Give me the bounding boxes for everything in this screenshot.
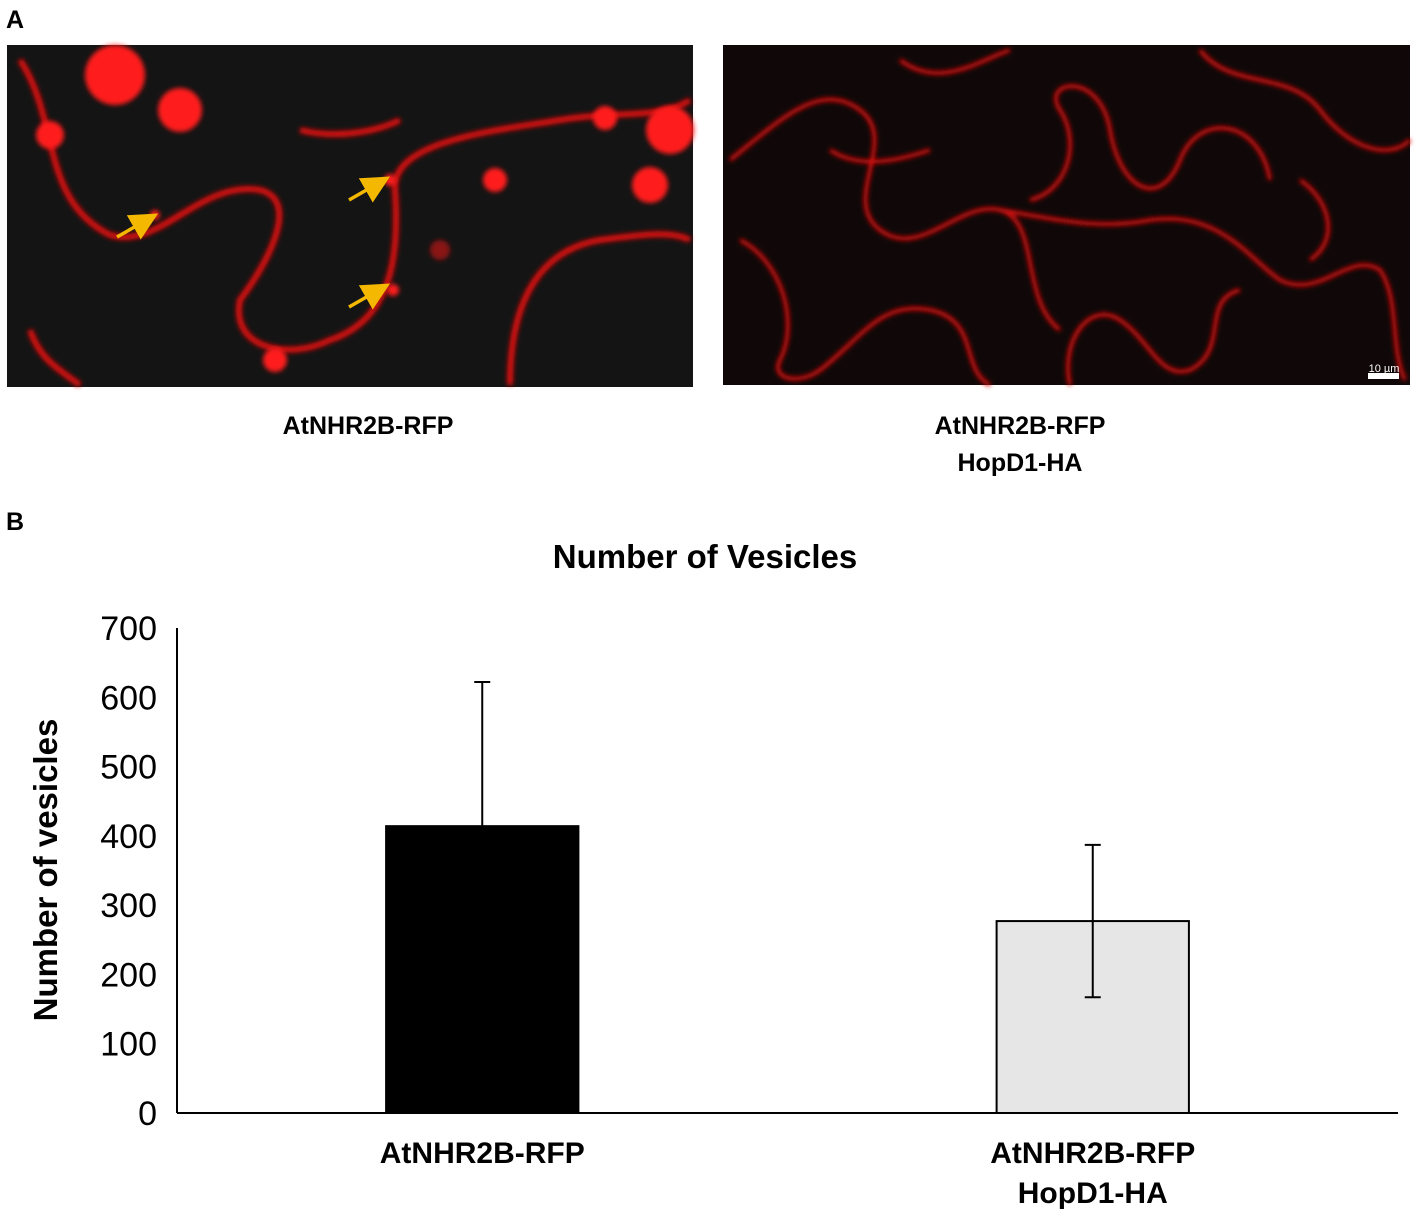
y-tick-label: 500 (100, 749, 157, 787)
y-tick-label: 100 (100, 1026, 157, 1064)
image-caption: HopD1-HA (958, 449, 1083, 477)
panel-label: B (6, 508, 24, 536)
chart-title: Number of Vesicles (553, 538, 857, 575)
y-tick-label: 300 (100, 887, 157, 925)
scale-bar-label: 10 µm (1369, 363, 1400, 375)
y-tick-label: 700 (100, 610, 157, 648)
y-tick-label: 0 (138, 1095, 157, 1133)
y-tick-label: 200 (100, 956, 157, 994)
image-caption: AtNHR2B-RFP (283, 412, 454, 440)
image-caption: AtNHR2B-RFP (935, 412, 1106, 440)
y-axis-label: Number of vesicles (27, 719, 64, 1022)
y-tick-label: 600 (100, 679, 157, 717)
x-tick-label: HopD1-HA (1018, 1177, 1168, 1210)
x-tick-label: AtNHR2B-RFP (990, 1137, 1195, 1170)
micrograph (7, 45, 694, 388)
x-tick-label: AtNHR2B-RFP (380, 1137, 585, 1170)
micrograph: 10 µm (723, 45, 1412, 387)
y-tick-label: 400 (100, 818, 157, 856)
panel-label: A (6, 6, 24, 34)
